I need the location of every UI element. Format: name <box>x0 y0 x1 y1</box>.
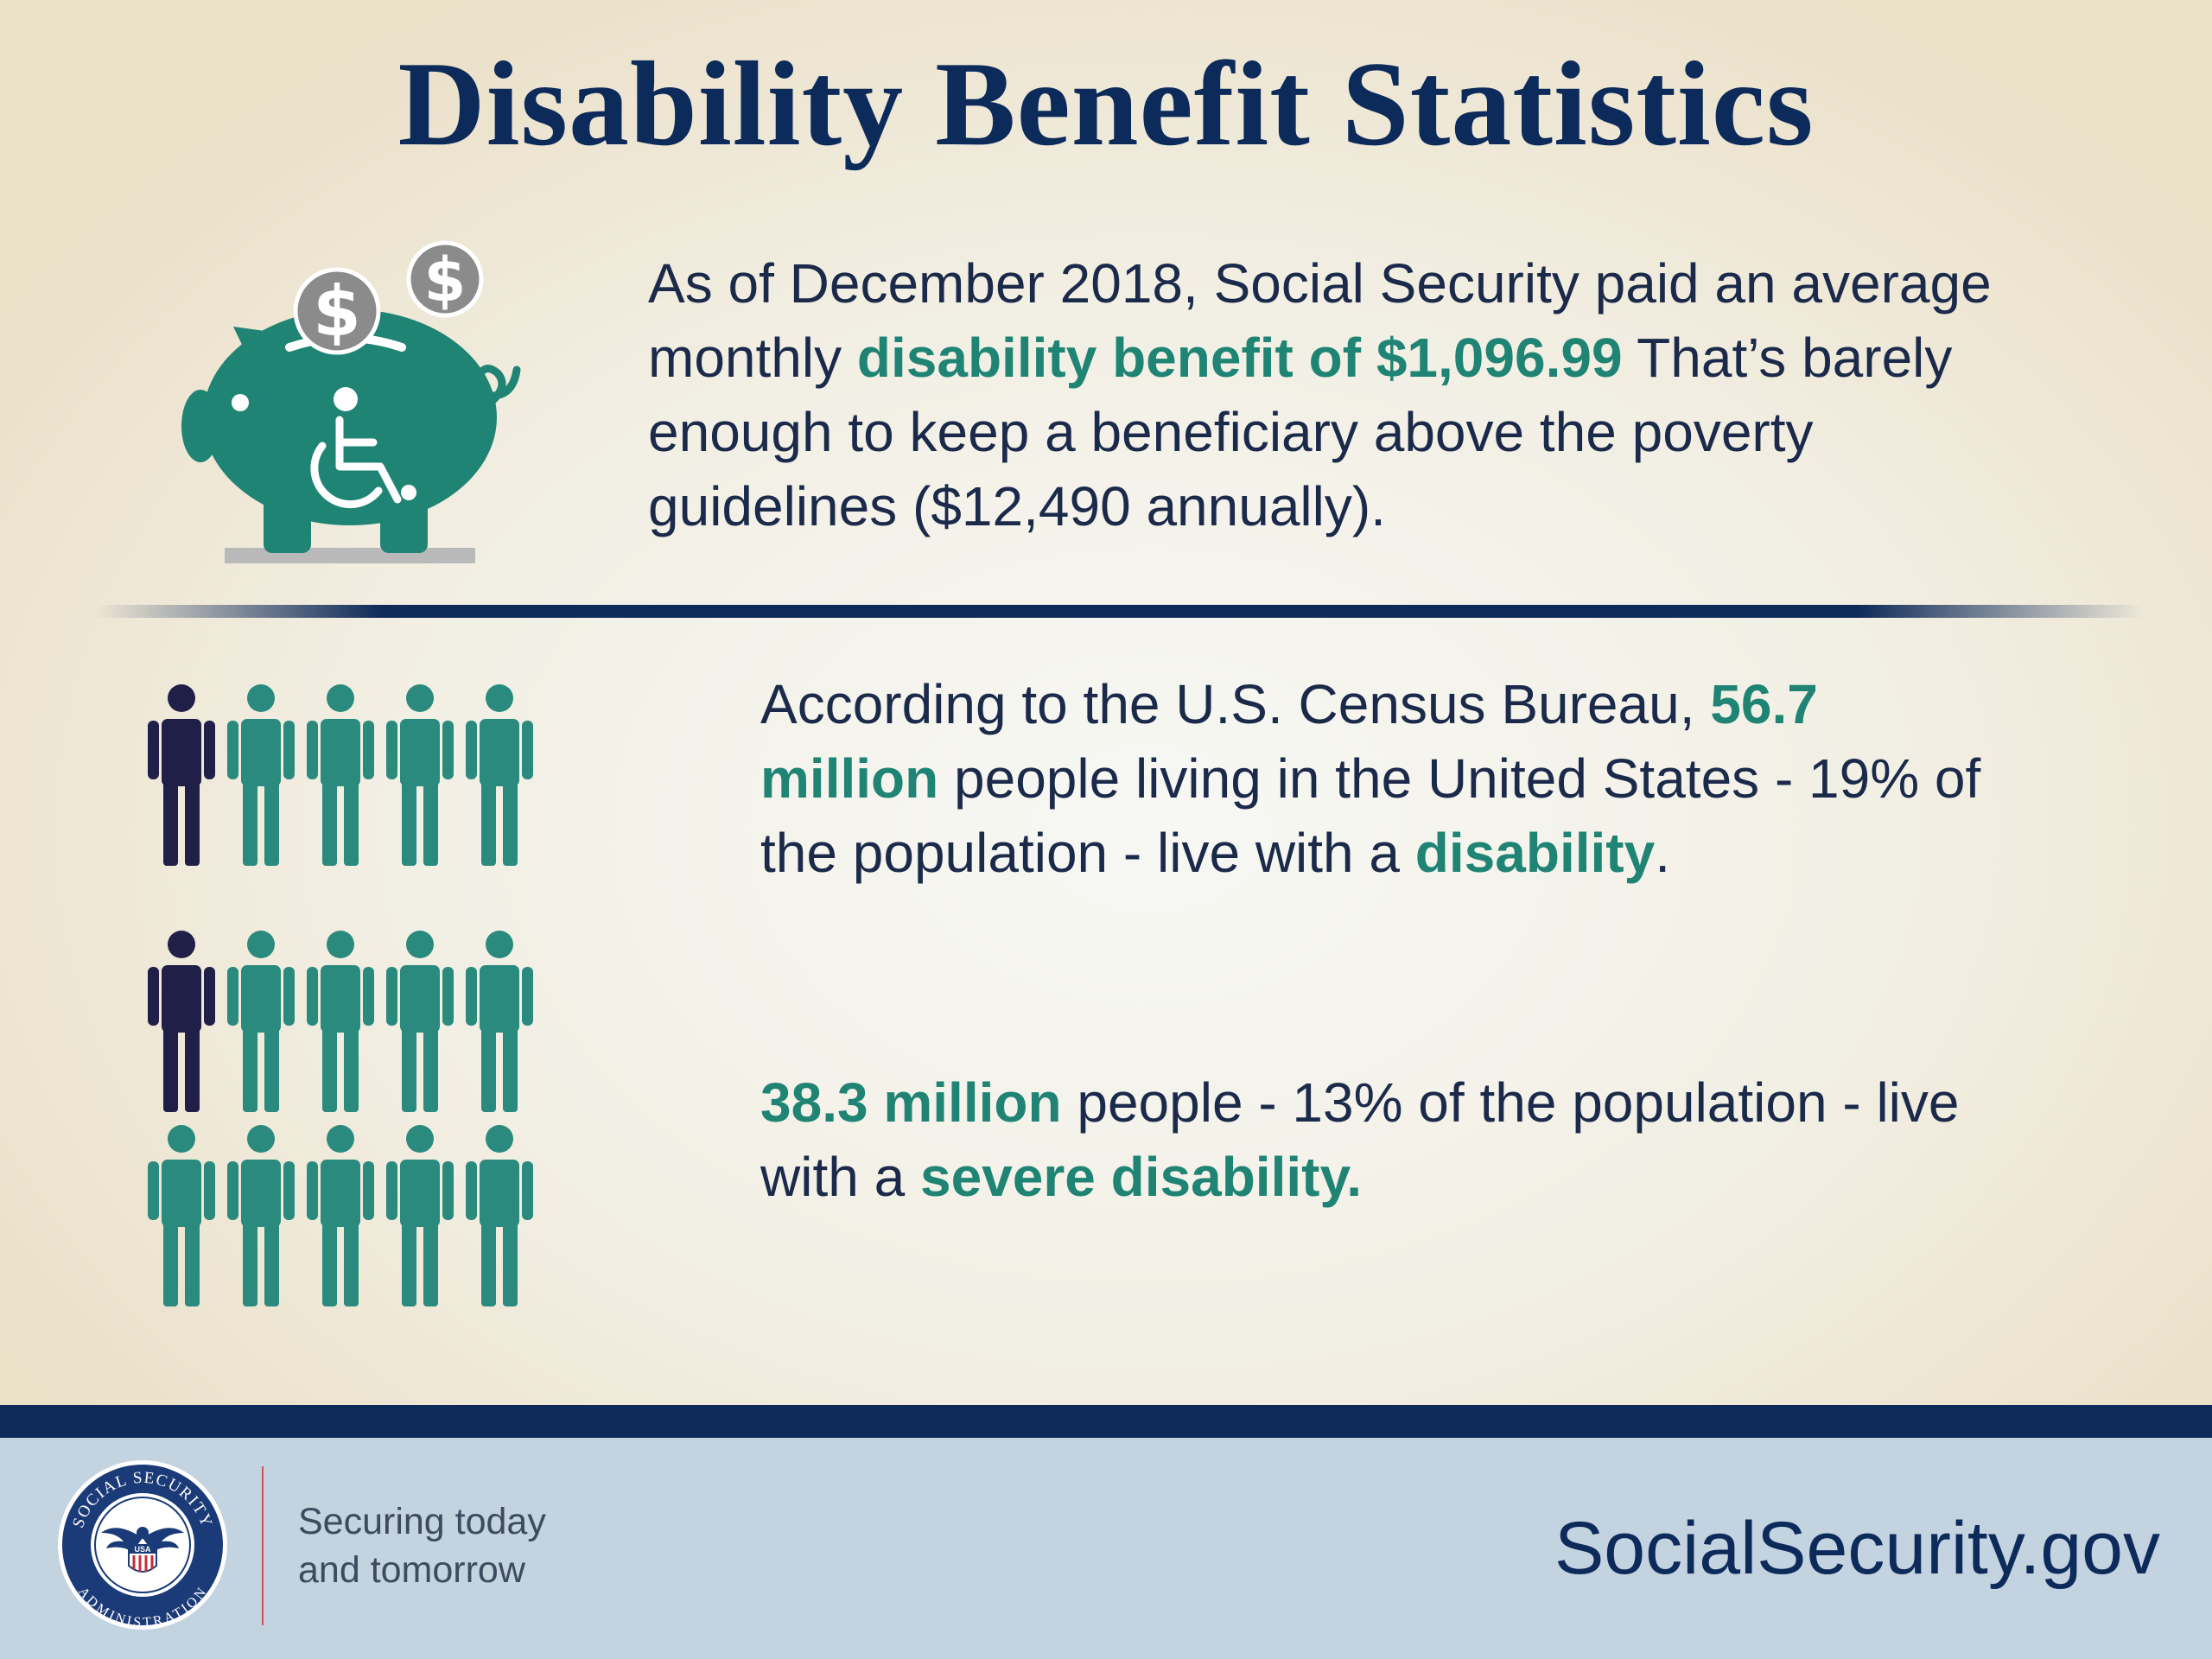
footer <box>0 1438 2212 1659</box>
person-icon <box>466 684 533 866</box>
severe-highlight-disability: severe disability. <box>919 1146 1363 1208</box>
person-icon <box>307 931 374 1112</box>
person-icon <box>386 684 454 866</box>
census-text-2: people living in the United States - 19%… <box>760 747 1981 884</box>
person-icon <box>227 1125 295 1306</box>
svg-text:$: $ <box>313 271 361 352</box>
census-stat-text: According to the U.S. Census Bureau, 56.… <box>760 667 1987 890</box>
benefit-highlight: disability benefit of $1,096.99 <box>856 327 1623 389</box>
social-security-administration-seal-icon: SOCIAL SECURITY ADMINISTRATION USA <box>58 1460 227 1630</box>
section-divider <box>95 605 2143 618</box>
person-icon <box>148 931 215 1112</box>
benefit-stat-text: As of December 2018, Social Security pai… <box>648 246 2074 543</box>
census-highlight-count: 56.7 million <box>760 673 1818 810</box>
person-icon <box>148 1125 215 1306</box>
person-icon <box>466 1125 533 1306</box>
person-icon <box>307 684 374 866</box>
severe-pictogram <box>147 929 534 1309</box>
benefit-text-2: That’s barely enough to keep a beneficia… <box>648 327 1953 537</box>
footer-divider <box>262 1466 264 1625</box>
tagline-line-2: and tomorrow <box>298 1549 525 1591</box>
severe-text-1: people - 13% of the population - live wi… <box>760 1071 1960 1208</box>
tagline-line-1: Securing today <box>298 1501 546 1542</box>
census-pictogram <box>147 683 534 868</box>
footer-top-bar <box>0 1405 2212 1438</box>
severe-highlight-count: 38.3 million <box>760 1071 1062 1134</box>
census-text-3: . <box>1655 822 1670 884</box>
person-icon <box>466 931 533 1112</box>
census-text-1: According to the U.S. Census Bureau, <box>760 673 1711 735</box>
site-link[interactable]: SocialSecurity.gov <box>1554 1507 2160 1590</box>
severe-stat-text: 38.3 million people - 13% of the populat… <box>760 1065 2056 1214</box>
person-icon <box>307 1125 374 1306</box>
person-icon <box>227 684 295 866</box>
svg-text:$: $ <box>424 245 467 315</box>
seal-badge-text: USA <box>134 1545 151 1554</box>
person-icon <box>227 931 295 1112</box>
person-icon <box>386 931 454 1112</box>
person-icon <box>148 684 215 866</box>
census-highlight-disability: disability <box>1414 822 1656 884</box>
person-icon <box>386 1125 454 1306</box>
piggy-bank-wheelchair-icon: $ $ <box>181 240 521 563</box>
page-title: Disability Benefit Statistics <box>397 37 1815 171</box>
tagline: Securing today and tomorrow <box>298 1497 546 1594</box>
benefit-text-1: As of December 2018, Social Security pai… <box>648 252 1992 389</box>
